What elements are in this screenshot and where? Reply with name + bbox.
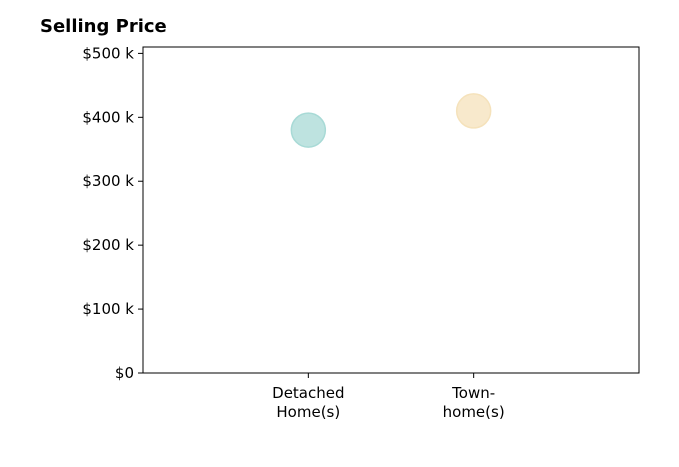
data-point	[290, 112, 327, 148]
y-tick-label: $500 k	[82, 44, 134, 62]
plot-frame	[142, 46, 640, 374]
x-tick-label: Town-	[451, 384, 495, 402]
y-tick-label: $0	[115, 364, 134, 382]
x-tick-label: Detached	[272, 384, 344, 402]
x-tick-label: home(s)	[443, 403, 505, 421]
data-point	[455, 93, 492, 129]
x-tick-label: Home(s)	[276, 403, 340, 421]
y-tick-label: $200 k	[82, 236, 134, 254]
y-tick-label: $400 k	[82, 108, 134, 126]
y-tick-label: $100 k	[82, 300, 134, 318]
chart-title: Selling Price	[40, 16, 167, 37]
y-tick-label: $300 k	[82, 172, 134, 190]
